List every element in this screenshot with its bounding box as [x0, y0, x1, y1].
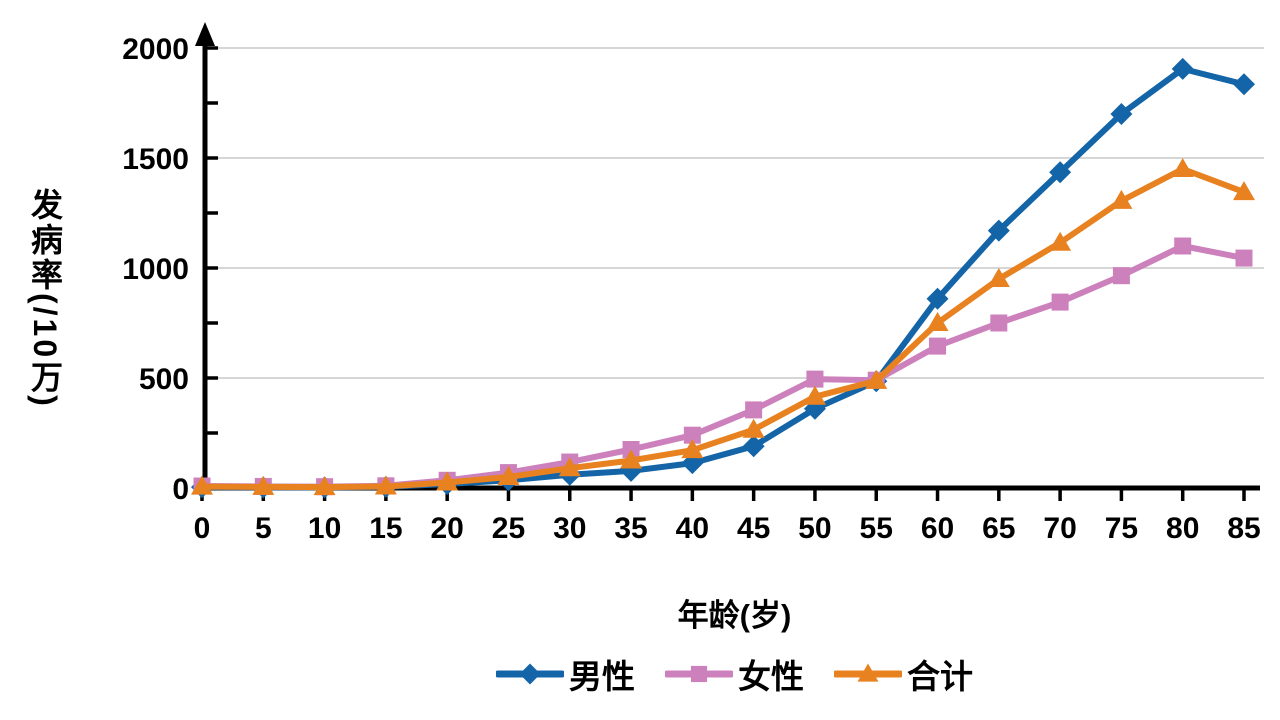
triangle-marker-icon — [1233, 181, 1255, 201]
y-tick-label: 1000 — [122, 253, 189, 286]
series-合计 — [191, 158, 1255, 496]
y-axis-arrow-icon — [195, 22, 215, 46]
gridlines — [205, 47, 1264, 379]
diamond-marker-icon — [1233, 73, 1255, 96]
legend-label: 男性 — [569, 658, 635, 695]
diamond-marker-icon — [1171, 57, 1194, 80]
x-tick-label: 85 — [1227, 512, 1260, 545]
triangle-marker-icon — [926, 312, 949, 331]
x-tick-label: 5 — [255, 512, 272, 545]
plot-area: 0 500 1000 1500 2000 0 5 10 15 20 25 30 35 40 45 50 55 60… — [122, 22, 1264, 545]
triangle-marker-icon — [1049, 231, 1072, 251]
y-tick-label: 500 — [139, 363, 189, 396]
square-marker-icon — [745, 401, 763, 419]
legend-swatch — [665, 665, 733, 683]
legend-swatch — [496, 663, 564, 685]
x-tick-label: 40 — [676, 512, 709, 545]
triangle-marker-icon — [374, 475, 397, 495]
diamond-marker-icon — [1049, 161, 1072, 184]
diamond-marker-icon — [519, 663, 541, 685]
x-tick-label: 0 — [194, 512, 211, 545]
x-tick-label: 30 — [553, 512, 586, 545]
x-tick-label: 45 — [737, 512, 770, 545]
triangle-marker-icon — [1171, 158, 1194, 177]
x-axis-title: 年龄(岁) — [677, 598, 792, 633]
triangle-marker-icon — [558, 457, 581, 477]
series-男性 — [191, 57, 1255, 499]
x-tick-label: 55 — [860, 512, 893, 545]
square-marker-icon — [690, 665, 708, 683]
legend-label: 女性 — [738, 658, 804, 695]
legend-label: 合计 — [907, 658, 973, 695]
square-marker-icon — [806, 370, 824, 388]
triangle-marker-icon — [497, 466, 520, 485]
square-marker-icon — [1174, 237, 1192, 255]
x-tick-label: 65 — [982, 512, 1015, 545]
square-marker-icon — [1051, 293, 1069, 311]
y-tick-label: 0 — [172, 473, 189, 506]
series-line — [199, 243, 1247, 490]
y-axis: 0 500 1000 1500 2000 — [122, 22, 218, 506]
triangle-marker-icon — [436, 471, 459, 491]
x-tick-label: 20 — [430, 512, 463, 545]
legend-item-男性: 男性 — [496, 650, 635, 698]
legend-item-合计: 合计 — [834, 650, 973, 698]
triangle-marker-icon — [803, 385, 826, 405]
triangle-marker-icon — [681, 439, 704, 459]
legend: 男性 女性 合计 — [205, 650, 1264, 698]
square-marker-icon — [990, 314, 1008, 332]
triangle-marker-icon — [865, 369, 888, 389]
legend-swatch — [834, 663, 902, 682]
x-tick-label: 35 — [614, 512, 647, 545]
x-tick-label: 50 — [798, 512, 831, 545]
diamond-marker-icon — [926, 287, 949, 310]
square-marker-icon — [1112, 267, 1130, 285]
diamond-marker-icon — [742, 435, 765, 458]
x-tick-label: 10 — [308, 512, 341, 545]
triangle-marker-icon — [987, 268, 1010, 287]
x-tick-label: 80 — [1166, 512, 1199, 545]
series-line — [199, 166, 1247, 491]
x-tick-label: 60 — [921, 512, 954, 545]
triangle-marker-icon — [857, 663, 879, 682]
x-tick-label: 15 — [369, 512, 402, 545]
x-tick-label: 75 — [1105, 512, 1138, 545]
y-tick-label: 1500 — [122, 143, 189, 176]
square-marker-icon — [1235, 249, 1253, 267]
x-axis: 0 5 10 15 20 25 30 35 40 45 50 55 60 65 70 75 80 85 — [194, 485, 1261, 545]
diamond-marker-icon — [1110, 103, 1133, 125]
triangle-marker-icon — [191, 475, 213, 495]
diamond-marker-icon — [987, 219, 1010, 242]
y-tick-label: 2000 — [122, 33, 189, 66]
x-tick-label: 70 — [1043, 512, 1076, 545]
triangle-marker-icon — [620, 449, 643, 469]
y-axis-title: 发病率(/10万) — [27, 188, 63, 409]
square-marker-icon — [929, 337, 947, 355]
square-marker-icon — [683, 426, 701, 444]
triangle-marker-icon — [313, 476, 336, 496]
x-tick-label: 25 — [492, 512, 525, 545]
legend-item-女性: 女性 — [665, 650, 804, 698]
triangle-marker-icon — [1110, 189, 1133, 209]
triangle-marker-icon — [742, 418, 765, 438]
triangle-marker-icon — [252, 475, 275, 495]
